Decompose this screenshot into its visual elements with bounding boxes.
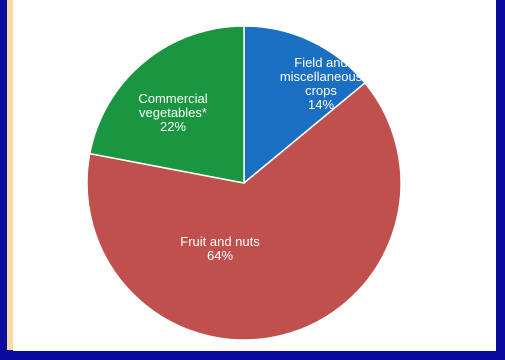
left-accent-strip [7, 0, 13, 350]
pie-slice-fruit-and-nuts [86, 81, 402, 341]
slice-percent-label: 64% [207, 248, 233, 263]
slice-percent-label: 22% [160, 119, 186, 134]
slice-name-label: Field and [294, 55, 347, 70]
slice-name-label: Fruit and nuts [180, 234, 260, 249]
slice-name-label: Commercial [138, 91, 207, 106]
slice-name-label: crops [305, 83, 337, 98]
slice-name-label: miscellaneous [280, 69, 363, 84]
pie-slice-field-and-miscellaneous-crops [243, 25, 367, 185]
chart-panel: Field and miscellaneous crops 14% Fruit and … [13, 0, 496, 351]
slice-percent-label: 14% [308, 97, 334, 112]
slice-name-label: vegetables* [139, 105, 207, 120]
pie-slice-commercial-vegetables [88, 25, 245, 184]
